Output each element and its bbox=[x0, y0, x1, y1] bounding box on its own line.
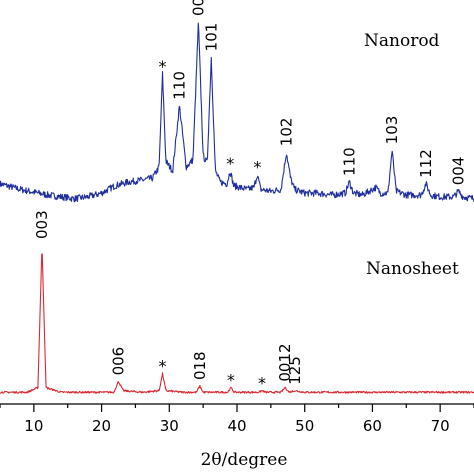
x-axis-label: 2θ/degree bbox=[201, 450, 288, 470]
x-tick-label: 20 bbox=[92, 417, 111, 435]
peak-marker-asterisk: * bbox=[258, 374, 266, 393]
x-tick-label: 60 bbox=[363, 417, 382, 435]
series-label-nanorod: Nanorod bbox=[364, 31, 440, 51]
x-axis: 10 20 30 40 50 60 70 bbox=[0, 403, 474, 435]
peak-label-018: 018 bbox=[191, 351, 209, 380]
series-line-nanosheet bbox=[0, 253, 474, 394]
peak-label-0012: 0012 bbox=[276, 343, 294, 381]
series-label-nanosheet: Nanosheet bbox=[366, 259, 459, 279]
peak-label-004: 004 bbox=[449, 157, 467, 186]
peak-marker-asterisk: * bbox=[226, 154, 234, 173]
peak-label-006: 006 bbox=[110, 347, 128, 376]
peak-label-102: 102 bbox=[277, 118, 295, 147]
peak-label-101: 101 bbox=[202, 23, 220, 52]
peak-label-002: 002 bbox=[189, 0, 207, 16]
peak-marker-asterisk: * bbox=[159, 357, 167, 376]
x-tick-label: 40 bbox=[227, 417, 246, 435]
x-tick-label: 70 bbox=[431, 417, 450, 435]
peak-label-112: 112 bbox=[417, 149, 435, 178]
x-tick-label: 50 bbox=[295, 417, 314, 435]
peak-label-103: 103 bbox=[383, 116, 401, 145]
peak-marker-asterisk: * bbox=[227, 371, 235, 390]
series-line-nanorod bbox=[0, 22, 474, 203]
peak-label-003: 003 bbox=[33, 210, 51, 239]
x-tick-label: 10 bbox=[24, 417, 43, 435]
peak-marker-asterisk: * bbox=[159, 57, 167, 76]
plot-area: Nanorod Nanosheet bbox=[0, 22, 474, 394]
peak-label-125: 125 bbox=[286, 356, 304, 385]
x-tick-label: 30 bbox=[160, 417, 179, 435]
peak-label-110: 110 bbox=[340, 147, 358, 176]
peak-label-110: 110 bbox=[170, 71, 188, 100]
peak-marker-asterisk: * bbox=[253, 158, 261, 177]
